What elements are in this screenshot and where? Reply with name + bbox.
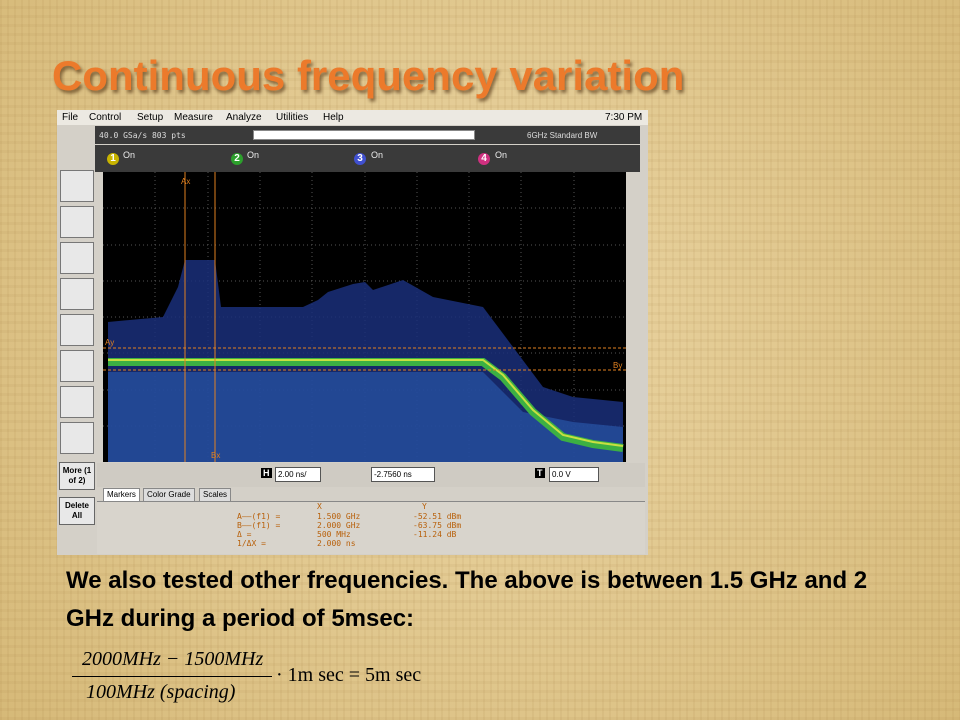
trigger-input[interactable]: 0.0 V xyxy=(549,467,599,482)
acquisition-info: 40.0 GSa/s 803 pts xyxy=(99,131,186,140)
tab[interactable]: Markers xyxy=(103,488,140,502)
delete-all-button[interactable]: Delete All xyxy=(59,497,95,525)
waveform-overview xyxy=(253,130,475,140)
more-button[interactable]: More (1 of 2) xyxy=(59,462,95,490)
tool-button[interactable] xyxy=(60,350,94,382)
channel-number[interactable]: 2 xyxy=(231,153,243,165)
tool-button[interactable] xyxy=(60,386,94,418)
marker-y: -11.24 dB xyxy=(413,530,457,539)
marker-name: 1/ΔX = xyxy=(237,539,266,548)
menu-item[interactable]: Analyze xyxy=(226,112,262,123)
formula-numerator: 2000MHz − 1500MHz xyxy=(82,648,264,670)
channel-state[interactable]: On xyxy=(371,150,384,160)
menu-item[interactable]: Measure xyxy=(174,112,213,123)
channel-number[interactable]: 3 xyxy=(354,153,366,165)
slide-title: Continuous frequency variation xyxy=(52,52,685,99)
signal-trace xyxy=(108,358,624,452)
formula-result: · 1m sec = 5m sec xyxy=(276,664,422,686)
signal-trace xyxy=(108,359,624,447)
marker-label: By xyxy=(613,361,622,370)
tool-button[interactable] xyxy=(60,206,94,238)
marker-name: A——(f1) = xyxy=(237,512,281,521)
menu-bar xyxy=(57,110,648,125)
menu-item[interactable]: Utilities xyxy=(276,112,309,123)
signal-noise xyxy=(108,372,623,462)
table-header: X xyxy=(317,502,322,511)
channel-state[interactable]: On xyxy=(123,150,136,160)
menu-item[interactable]: Setup xyxy=(137,112,164,123)
channel-state[interactable]: On xyxy=(247,150,260,160)
oscilloscope-window: File Control Setup Measure Analyze Utili… xyxy=(57,110,648,555)
table-header: Y xyxy=(422,502,427,511)
channel-bar xyxy=(95,145,640,172)
marker-y: -52.51 dBm xyxy=(413,512,462,521)
tool-button[interactable] xyxy=(60,314,94,346)
tool-button[interactable] xyxy=(60,242,94,274)
channel-number[interactable]: 1 xyxy=(107,153,119,165)
marker-name: Δ = xyxy=(237,530,252,539)
marker-label: Ay xyxy=(105,338,114,347)
clock: 7:30 PM xyxy=(605,112,643,123)
marker-x: 2.000 GHz xyxy=(317,521,361,530)
marker-label: Bx xyxy=(211,451,220,460)
menu-item[interactable]: Help xyxy=(323,112,344,123)
menu-item[interactable]: Control xyxy=(89,112,122,123)
channel-state[interactable]: On xyxy=(495,150,508,160)
horizontal-icon: H xyxy=(261,468,272,478)
tool-button[interactable] xyxy=(60,170,94,202)
marker-x: 1.500 GHz xyxy=(317,512,361,521)
menu-item[interactable]: File xyxy=(62,112,79,123)
marker-x: 500 MHz xyxy=(317,530,351,539)
tab[interactable]: Color Grade xyxy=(143,488,195,502)
timebase-input[interactable]: 2.00 ns/ xyxy=(275,467,321,482)
tab[interactable]: Scales xyxy=(199,488,232,502)
tool-button[interactable] xyxy=(60,422,94,454)
markers xyxy=(103,172,626,462)
delay-input[interactable]: -2.7560 ns xyxy=(371,467,435,482)
bandwidth: 6GHz Standard BW xyxy=(527,131,598,140)
fraction-line xyxy=(72,676,272,677)
body-text: We also tested other frequencies. The ab… xyxy=(66,567,868,632)
marker-x: 2.000 ns xyxy=(317,539,356,548)
channel-number[interactable]: 4 xyxy=(478,153,490,165)
trigger-icon: T xyxy=(535,468,545,478)
tool-button[interactable] xyxy=(60,278,94,310)
formula-denominator: 100MHz (spacing) xyxy=(86,681,236,703)
spectrum-plot: Ax Bx Ay By xyxy=(103,172,626,462)
marker-name: B——(f1) = xyxy=(237,521,281,530)
markers-panel xyxy=(97,501,645,554)
marker-y: -63.75 dBm xyxy=(413,521,462,530)
marker-label: Ax xyxy=(181,177,190,186)
